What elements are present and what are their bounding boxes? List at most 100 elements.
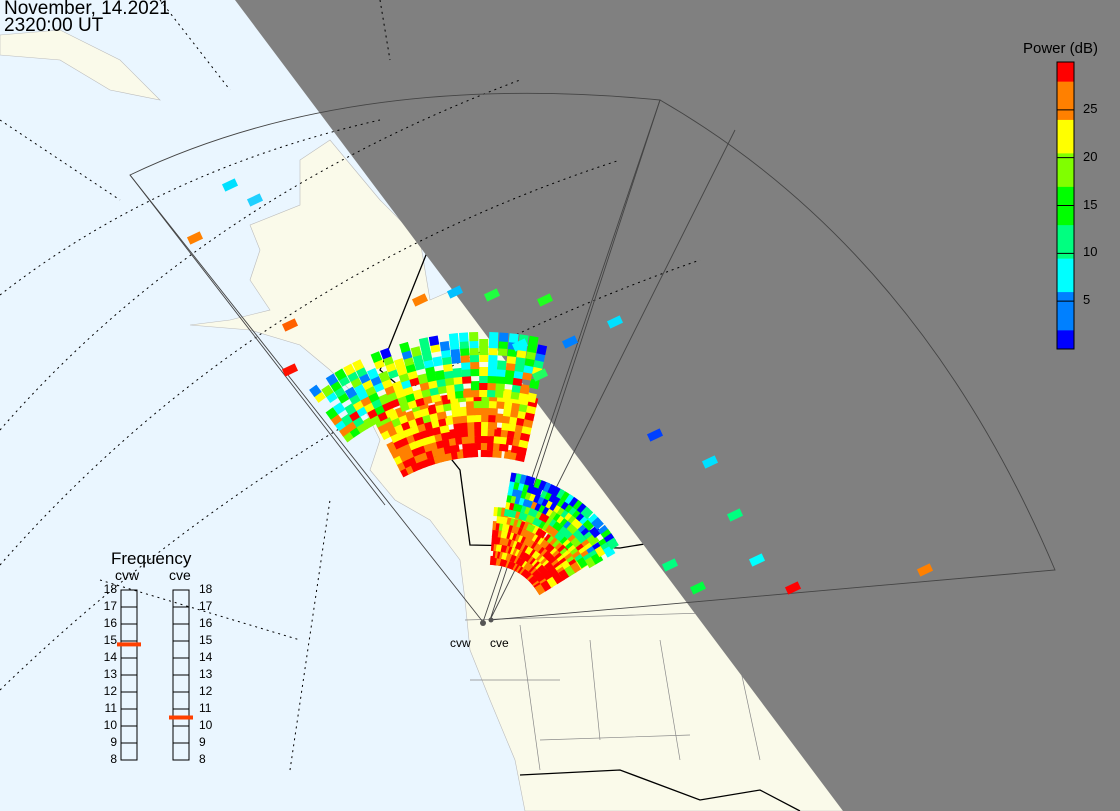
frequency-scale-label: 8: [199, 752, 206, 766]
site-marker-cvw: [480, 620, 486, 626]
colorbar-segment: [1057, 277, 1074, 283]
scatter-cell: [432, 356, 443, 367]
frequency-scale-label: 9: [199, 735, 206, 749]
colorbar-segment: [1057, 71, 1074, 77]
scatter-cell: [488, 399, 499, 409]
scatter-cell: [410, 346, 422, 358]
colorbar: [1056, 61, 1075, 350]
colorbar-segment: [1057, 119, 1074, 125]
scatter-cell: [473, 398, 483, 409]
scatter-cell: [186, 231, 204, 245]
frequency-scale-label: 16: [103, 616, 117, 630]
scatter-cell: [343, 363, 356, 376]
scatter-cell: [473, 412, 484, 423]
scatter-cell: [474, 419, 484, 430]
frequency-scale-label: 14: [199, 650, 213, 664]
scatter-cell: [412, 388, 424, 401]
scatter-cell: [333, 402, 346, 415]
scatter-cell: [325, 407, 339, 420]
colorbar-segment: [1057, 157, 1074, 163]
colorbar-segment: [1057, 238, 1074, 245]
scatter-cell: [458, 406, 469, 417]
frequency-scale-label: 10: [103, 718, 117, 732]
scatter-cell: [487, 420, 498, 430]
site-label-cvw: cvw: [450, 636, 471, 650]
scatter-cell: [488, 346, 498, 356]
scatter-cell: [536, 293, 554, 307]
colorbar-segment: [1057, 85, 1074, 92]
scatter-cell: [487, 388, 497, 398]
colorbar-segment: [1057, 210, 1074, 216]
colorbar-segment: [1057, 339, 1074, 345]
frequency-scale-label: 16: [199, 616, 213, 630]
colorbar-segment: [1057, 176, 1074, 183]
map-title: November, 14.2021 2320:00 UT: [4, 0, 170, 35]
scatter-cell: [469, 345, 479, 356]
colorbar-segment: [1057, 100, 1074, 106]
frequency-scale-label: 18: [103, 582, 117, 596]
scatter-cell: [479, 338, 489, 349]
scatter-cell: [529, 378, 540, 390]
scatter-cell: [496, 360, 507, 370]
scatter-cell: [325, 373, 339, 386]
frequency-scale-label: 9: [110, 735, 117, 749]
scatter-cell: [439, 341, 450, 352]
scatter-cell: [488, 413, 498, 423]
colorbar-segment: [1057, 76, 1074, 82]
scatter-cell: [481, 405, 491, 416]
colorbar-title: Power (dB): [1023, 40, 1099, 57]
scatter-cell: [479, 366, 489, 377]
scatter-cell: [473, 405, 483, 416]
scatter-cell: [470, 366, 480, 377]
colorbar-segment: [1057, 234, 1074, 240]
date-label: November, 14.2021: [4, 0, 170, 19]
radar-label-cve: cve: [169, 567, 191, 583]
scatter-cell: [321, 384, 334, 398]
scatter-cell: [646, 428, 664, 442]
scatter-cell: [479, 373, 489, 384]
scatter-cell: [380, 347, 392, 360]
scatter-cell: [561, 335, 579, 349]
scatter-cell: [479, 352, 489, 363]
scatter-cell: [470, 387, 481, 398]
frequency-scale-label: 17: [199, 599, 213, 613]
colorbar-segment: [1057, 205, 1074, 211]
colorbar-segment: [1057, 267, 1074, 273]
frequency-scale-label: 11: [199, 701, 212, 715]
frequency-scale-label: 15: [199, 633, 213, 647]
colorbar-segment: [1057, 229, 1074, 235]
scatter-cell: [309, 384, 322, 398]
frequency-marker-cve: [169, 715, 193, 720]
scatter-cell: [469, 331, 479, 342]
scatter-cell: [393, 357, 406, 370]
colorbar-segment: [1057, 143, 1074, 149]
scatter-cell: [367, 367, 379, 380]
scatter-cell: [281, 318, 299, 332]
scatter-cell: [748, 553, 766, 567]
scatter-cell: [411, 293, 429, 307]
scatter-cell: [528, 335, 539, 347]
colorbar-segment: [1057, 305, 1074, 312]
colorbar-segment: [1057, 162, 1074, 168]
scatter-cell: [526, 392, 537, 404]
colorbar-segment: [1057, 62, 1074, 68]
colorbar-segment: [1057, 296, 1074, 302]
scatter-cell: [479, 345, 489, 356]
colorbar-segment: [1057, 243, 1074, 250]
scatter-cell: [470, 380, 481, 391]
scatter-cell: [487, 381, 497, 391]
site-label-cve: cve: [490, 636, 509, 650]
colorbar-tick-label: 10: [1083, 244, 1098, 260]
colorbar-segment: [1057, 258, 1074, 264]
colorbar-segment: [1057, 172, 1074, 178]
scatter-cell: [689, 581, 707, 595]
frequency-scale-label: 8: [110, 752, 117, 766]
scatter-cell: [580, 506, 594, 520]
site-marker-cve: [488, 617, 494, 623]
scatter-cell: [784, 581, 802, 595]
radar-sites: [480, 617, 494, 626]
colorbar-segment: [1057, 329, 1074, 336]
scatter-cell: [519, 384, 531, 395]
colorbar-segment: [1057, 148, 1074, 154]
